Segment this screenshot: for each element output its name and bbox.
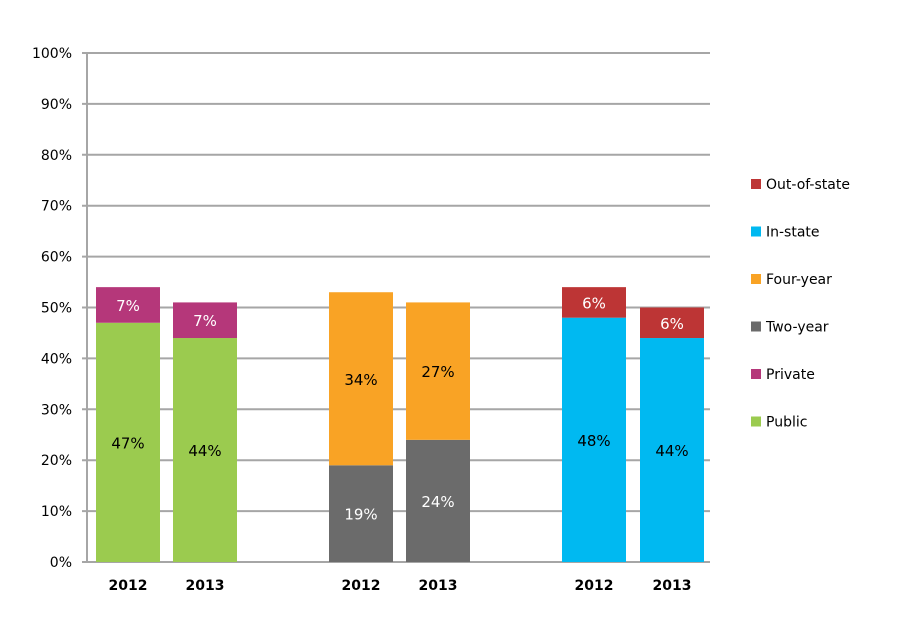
data-label: 27% xyxy=(421,363,454,381)
x-category-label: 2012 xyxy=(575,578,614,594)
bar-segment-public xyxy=(96,322,160,562)
bar-segment-private xyxy=(173,302,237,339)
data-label: 6% xyxy=(660,315,684,333)
y-tick-label: 100% xyxy=(32,46,72,62)
data-label: 7% xyxy=(116,297,140,315)
legend-label: Public xyxy=(766,415,807,431)
bar-segment-two-year xyxy=(406,439,470,562)
legend-swatch xyxy=(751,369,761,379)
legend-label: Private xyxy=(766,367,815,383)
data-label: 6% xyxy=(582,294,606,312)
y-tick-label: 60% xyxy=(41,250,72,266)
legend-label: In-state xyxy=(766,225,820,241)
bar-segment-out-of-state xyxy=(562,287,626,318)
legend-swatch xyxy=(751,321,761,332)
y-tick-label: 20% xyxy=(41,453,72,469)
x-category-label: 2012 xyxy=(342,578,381,594)
y-tick-label: 90% xyxy=(41,97,72,113)
data-label: 48% xyxy=(577,432,610,450)
bar-segment-four-year xyxy=(329,292,393,466)
data-label: 34% xyxy=(344,371,377,389)
legend-label: Four-year xyxy=(766,272,832,288)
y-tick-label: 0% xyxy=(50,555,72,571)
data-label: 7% xyxy=(193,312,217,330)
bar-segment-in-state xyxy=(640,338,704,562)
bar-segment-out-of-state xyxy=(640,307,704,339)
y-tick-label: 50% xyxy=(41,301,72,317)
legend-label: Out-of-state xyxy=(766,177,850,193)
y-tick-label: 80% xyxy=(41,148,72,164)
data-label: 44% xyxy=(188,442,221,460)
x-category-label: 2012 xyxy=(109,578,148,594)
y-tick-label: 40% xyxy=(41,351,72,367)
x-category-label: 2013 xyxy=(186,578,225,594)
data-label: 47% xyxy=(111,434,144,452)
data-label: 44% xyxy=(655,442,688,460)
legend-swatch xyxy=(751,274,761,284)
legend-label: Two-year xyxy=(765,320,829,336)
legend-swatch xyxy=(751,179,761,189)
data-label: 19% xyxy=(344,506,377,524)
x-category-label: 2013 xyxy=(419,578,458,594)
bar-segment-in-state xyxy=(562,317,626,562)
legend-swatch xyxy=(751,226,761,237)
bar-segment-two-year xyxy=(329,465,393,562)
y-tick-label: 70% xyxy=(41,199,72,215)
x-category-label: 2013 xyxy=(653,578,692,594)
y-tick-label: 10% xyxy=(41,504,72,520)
y-tick-label: 30% xyxy=(41,402,72,418)
bar-segment-public xyxy=(173,338,237,562)
bar-segment-four-year xyxy=(406,302,470,440)
legend-swatch xyxy=(751,416,761,427)
bar-segment-private xyxy=(96,287,160,323)
data-label: 24% xyxy=(421,493,454,511)
